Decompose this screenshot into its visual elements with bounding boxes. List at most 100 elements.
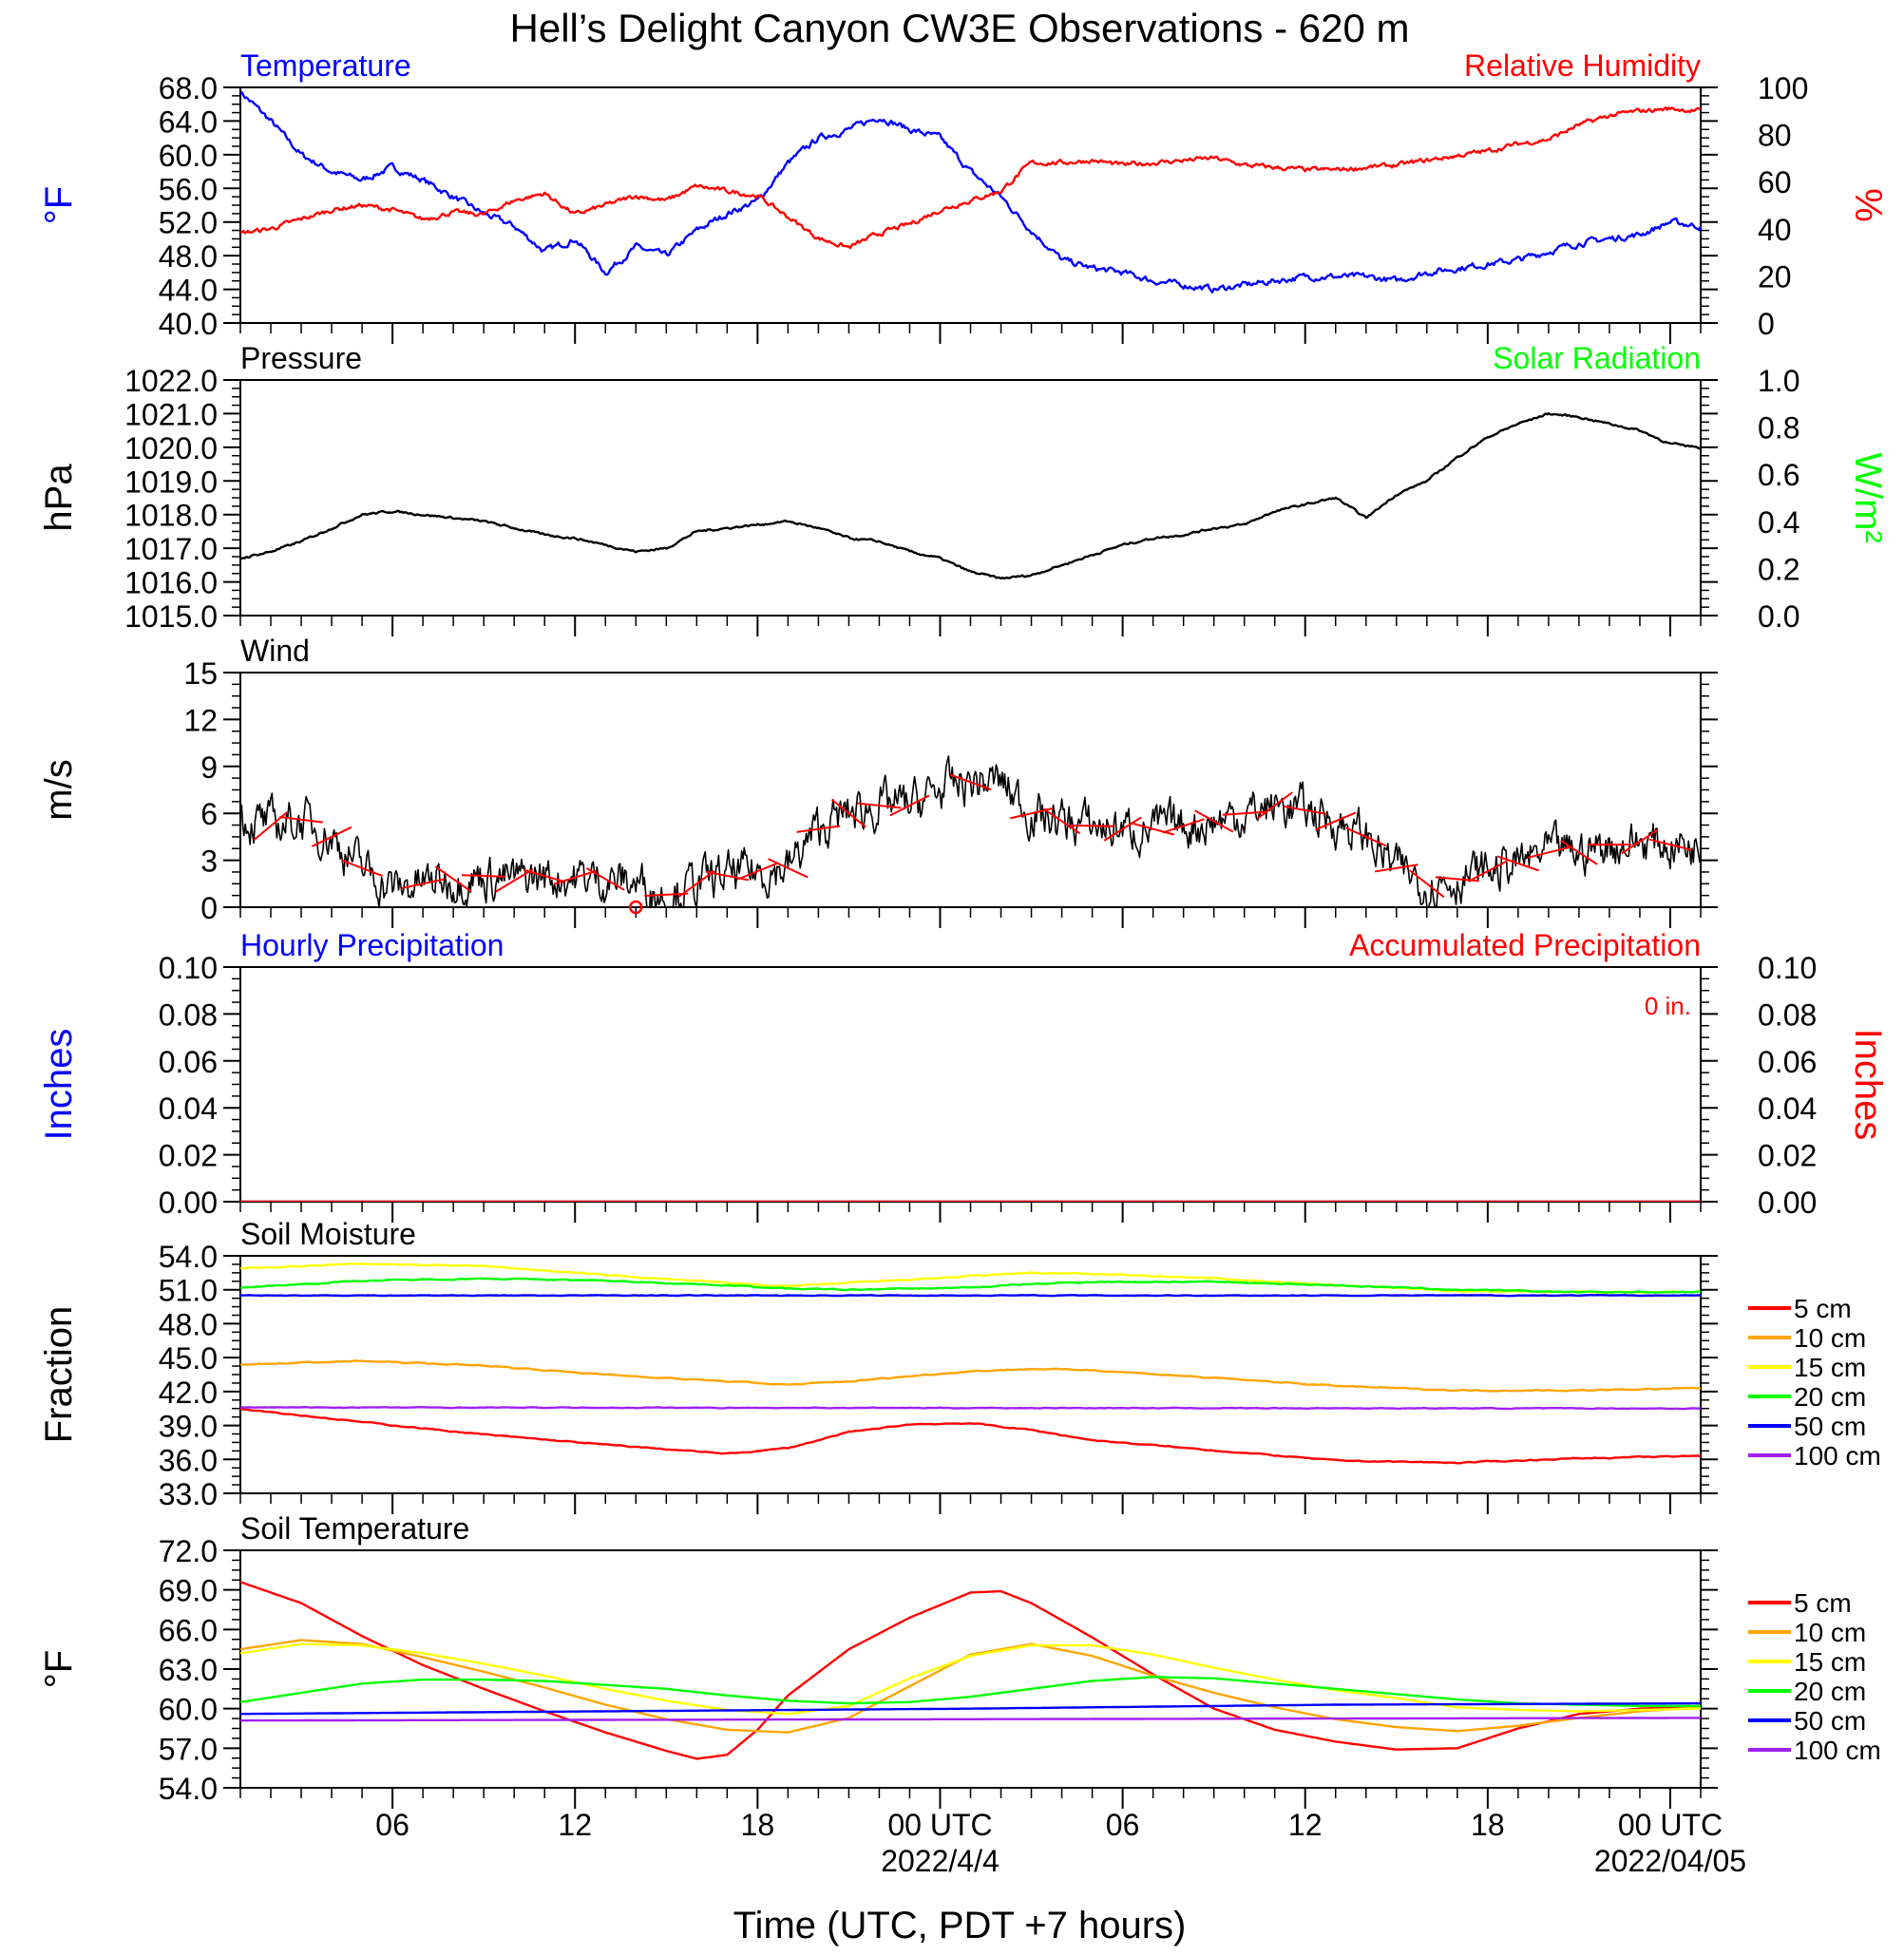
y-tick-label: 1015.0 <box>124 599 218 634</box>
panel-title-left: Temperature <box>240 48 411 83</box>
plot-frame <box>239 379 1702 617</box>
wind-barb <box>1162 818 1205 834</box>
y-axis-label: m/s <box>38 759 80 820</box>
x-tick-label: 06 <box>1106 1808 1140 1842</box>
y-tick-label: 1021.0 <box>124 397 218 431</box>
series-line <box>240 1642 1701 1716</box>
wind-barb <box>949 773 992 791</box>
panel-title-left: Wind <box>240 634 310 668</box>
x-axis-label: Time (UTC, PDT +7 hours) <box>733 1905 1187 1946</box>
series-line <box>240 1406 1701 1411</box>
y2-tick-label: 80 <box>1758 119 1792 153</box>
wind-barb <box>494 868 534 893</box>
wind-barb <box>1256 791 1293 820</box>
panel-title-left: Pressure <box>240 341 362 375</box>
panel-annotation: 0 in. <box>1645 992 1691 1020</box>
panel-pressure-solar: 1015.01016.01017.01018.01019.01020.01021… <box>38 341 1889 636</box>
y-tick-label: 1020.0 <box>124 431 218 465</box>
wind-barb <box>1468 860 1508 883</box>
wind-barb <box>830 798 866 828</box>
y-tick-label: 1019.0 <box>124 465 218 499</box>
y-axis-label: Fraction <box>38 1306 80 1444</box>
legend-label: 50 cm <box>1794 1412 1866 1441</box>
panel-title-right: Relative Humidity <box>1464 48 1701 83</box>
wind-barb <box>768 858 809 879</box>
y2-tick-label: 100 <box>1758 71 1808 105</box>
y-tick-label: 66.0 <box>159 1613 218 1647</box>
wind-barb <box>678 869 715 898</box>
y-tick-label: 15 <box>183 656 218 691</box>
x-tick-label: 12 <box>558 1808 592 1842</box>
y-tick-label: 64.0 <box>159 104 218 139</box>
y2-tick-label: 0.2 <box>1758 552 1799 586</box>
x-tick-label: 06 <box>375 1808 409 1842</box>
y-tick-label: 45.0 <box>159 1341 218 1376</box>
x-tick-label: 00 UTC <box>887 1808 992 1842</box>
plot-frame <box>239 86 1702 324</box>
legend-label: 10 cm <box>1794 1323 1866 1353</box>
y-axis-label: °F <box>38 186 80 224</box>
wind-barb <box>889 794 930 817</box>
y2-tick-label: 0.00 <box>1758 1186 1817 1220</box>
wind-barb <box>1222 810 1266 816</box>
wind-barb <box>553 870 597 885</box>
y-tick-label: 54.0 <box>159 1772 218 1806</box>
legend-label: 100 cm <box>1794 1441 1881 1471</box>
wind-barb <box>1042 807 1081 835</box>
y2-axis-label: Inches <box>1847 1029 1889 1141</box>
series-line <box>240 1676 1701 1708</box>
x-tick-label: 00 UTC <box>1618 1808 1723 1842</box>
y-tick-label: 1018.0 <box>124 499 218 533</box>
wind-barb <box>279 815 323 824</box>
y-tick-label: 0.04 <box>159 1091 218 1126</box>
y-tick-label: 0.02 <box>159 1139 218 1173</box>
panel-title-left: Hourly Precipitation <box>240 928 504 962</box>
y2-tick-label: 0.6 <box>1758 458 1799 492</box>
y2-tick-label: 0.08 <box>1758 997 1817 1032</box>
y-tick-label: 48.0 <box>159 239 218 274</box>
series-line <box>240 106 1701 250</box>
wind-barb <box>462 874 506 878</box>
panel-soil-moisture: 33.036.039.042.045.048.051.054.0 Fraction… <box>38 1217 1881 1514</box>
y-tick-label: 36.0 <box>159 1443 218 1477</box>
y-tick-label: 60.0 <box>159 1693 218 1727</box>
series-line <box>240 1359 1701 1393</box>
legend-label: 10 cm <box>1794 1618 1866 1647</box>
y-tick-label: 6 <box>200 797 218 831</box>
x-tick-label: 18 <box>1471 1808 1505 1842</box>
y-tick-label: 39.0 <box>159 1410 218 1444</box>
legend-label: 15 cm <box>1794 1353 1866 1382</box>
plot-frame <box>239 966 1702 1203</box>
wind-barb <box>401 878 445 890</box>
y2-tick-label: 0.0 <box>1758 599 1799 634</box>
y-axis-label: hPa <box>38 464 80 532</box>
date-label: 2022/4/4 <box>881 1844 1000 1878</box>
series-group <box>240 1262 1701 1465</box>
y-tick-label: 56.0 <box>159 172 218 206</box>
wind-barb <box>1283 805 1327 815</box>
legend-label: 5 cm <box>1794 1588 1852 1618</box>
series-group <box>240 755 1701 907</box>
panel-temperature-humidity: 40.044.048.052.056.060.064.068.0 0 20 40 60 8… <box>38 48 1889 344</box>
y2-tick-label: 0.06 <box>1758 1045 1817 1079</box>
wind-barb <box>1496 855 1539 872</box>
y-tick-label: 0.00 <box>159 1186 218 1220</box>
wind-barb <box>796 825 841 833</box>
wind-barb <box>736 862 779 881</box>
y-tick-label: 0 <box>200 891 218 925</box>
y-tick-label: 69.0 <box>159 1574 218 1608</box>
wind-barb <box>1374 864 1418 873</box>
y2-tick-label: 0.8 <box>1758 411 1799 446</box>
y-tick-label: 57.0 <box>159 1732 218 1766</box>
series-line <box>240 1407 1701 1465</box>
y2-tick-label: 0 <box>1758 307 1775 341</box>
y-tick-label: 60.0 <box>159 139 218 173</box>
wind-barb <box>1132 822 1175 836</box>
series-line <box>240 1277 1701 1294</box>
series-line <box>240 1262 1701 1294</box>
panel-soil-temperature: 54.0 57.0 60.0 63.0 66.0 69.0 72.0 °F Soil Tempe… <box>38 1511 1881 1809</box>
legend-label: 5 cm <box>1794 1294 1852 1323</box>
y-tick-label: 42.0 <box>159 1376 218 1410</box>
panel-precipitation: 0.00 0.02 0.04 0.06 0.08 0.10 0.00 0.02 0.04 0.06… <box>38 928 1889 1223</box>
